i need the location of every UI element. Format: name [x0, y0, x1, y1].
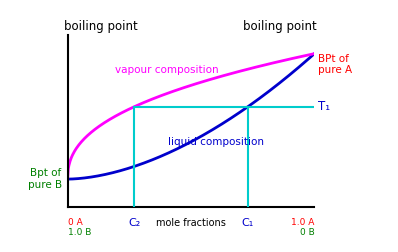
Text: C₂: C₂ — [128, 218, 140, 228]
Text: Bpt of
pure B: Bpt of pure B — [27, 168, 62, 190]
Text: C₁: C₁ — [242, 218, 254, 228]
Text: 1.0 B: 1.0 B — [68, 228, 91, 237]
Text: BPt of
pure A: BPt of pure A — [318, 54, 353, 75]
Text: mole fractions: mole fractions — [156, 218, 226, 228]
Text: liquid composition: liquid composition — [168, 137, 264, 146]
Text: boiling point: boiling point — [243, 20, 316, 33]
Text: T₁: T₁ — [318, 100, 330, 113]
Text: 0 A: 0 A — [68, 218, 82, 227]
Text: boiling point: boiling point — [64, 20, 137, 33]
Text: 0 B: 0 B — [300, 228, 314, 237]
Text: vapour composition: vapour composition — [115, 65, 218, 75]
Text: 1.0 A: 1.0 A — [291, 218, 314, 227]
